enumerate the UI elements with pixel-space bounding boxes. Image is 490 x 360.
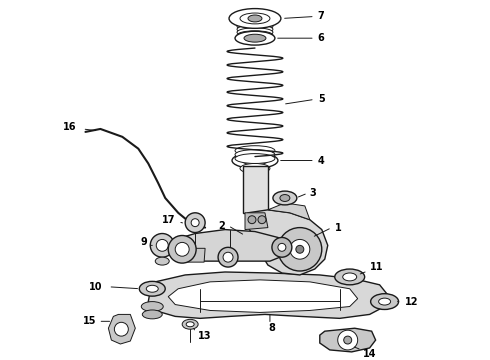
- Circle shape: [248, 216, 256, 224]
- Ellipse shape: [237, 25, 273, 34]
- Text: 1: 1: [335, 222, 342, 233]
- Ellipse shape: [235, 31, 275, 45]
- Circle shape: [338, 330, 358, 350]
- Ellipse shape: [379, 298, 391, 305]
- Ellipse shape: [229, 9, 281, 28]
- Text: 9: 9: [140, 237, 147, 247]
- Text: 17: 17: [162, 215, 176, 225]
- Ellipse shape: [142, 310, 162, 319]
- Ellipse shape: [370, 294, 398, 310]
- Ellipse shape: [237, 19, 273, 28]
- Ellipse shape: [280, 194, 290, 202]
- Polygon shape: [243, 166, 268, 213]
- Ellipse shape: [147, 285, 158, 292]
- Ellipse shape: [244, 34, 266, 42]
- Polygon shape: [320, 328, 376, 352]
- Polygon shape: [248, 210, 328, 275]
- Ellipse shape: [242, 156, 268, 165]
- Circle shape: [175, 242, 189, 256]
- Text: 8: 8: [268, 323, 275, 333]
- Text: 6: 6: [318, 33, 324, 43]
- Polygon shape: [170, 230, 290, 261]
- Circle shape: [191, 219, 199, 226]
- Text: 11: 11: [369, 262, 383, 272]
- Text: 13: 13: [198, 331, 212, 341]
- Circle shape: [278, 243, 286, 251]
- Ellipse shape: [141, 302, 163, 311]
- Text: 12: 12: [405, 297, 418, 307]
- Circle shape: [168, 235, 196, 263]
- Circle shape: [114, 322, 128, 336]
- Ellipse shape: [240, 163, 270, 173]
- Polygon shape: [108, 314, 135, 344]
- Polygon shape: [168, 280, 358, 312]
- Ellipse shape: [240, 13, 270, 24]
- Text: 10: 10: [89, 282, 102, 292]
- Text: 16: 16: [63, 122, 76, 132]
- Ellipse shape: [235, 150, 275, 159]
- Circle shape: [278, 228, 322, 271]
- Text: 2: 2: [218, 221, 225, 231]
- Ellipse shape: [237, 28, 273, 37]
- Ellipse shape: [235, 154, 275, 163]
- Ellipse shape: [335, 269, 365, 285]
- Text: 14: 14: [363, 349, 376, 359]
- Text: 7: 7: [318, 12, 324, 22]
- Circle shape: [218, 247, 238, 267]
- Circle shape: [296, 246, 304, 253]
- Ellipse shape: [273, 191, 297, 205]
- Ellipse shape: [343, 273, 357, 281]
- Ellipse shape: [248, 15, 262, 22]
- Polygon shape: [268, 203, 310, 220]
- Circle shape: [290, 239, 310, 259]
- Circle shape: [185, 213, 205, 233]
- Polygon shape: [250, 213, 260, 228]
- Ellipse shape: [232, 153, 278, 168]
- Polygon shape: [245, 213, 268, 230]
- Circle shape: [343, 336, 352, 344]
- Circle shape: [258, 216, 266, 224]
- Circle shape: [150, 234, 174, 257]
- Ellipse shape: [235, 146, 275, 156]
- Circle shape: [223, 252, 233, 262]
- Ellipse shape: [182, 319, 198, 329]
- Text: 15: 15: [82, 316, 96, 326]
- Text: 4: 4: [318, 156, 324, 166]
- Ellipse shape: [237, 31, 273, 40]
- Text: 5: 5: [318, 94, 324, 104]
- Ellipse shape: [139, 282, 165, 296]
- Polygon shape: [148, 272, 388, 318]
- Polygon shape: [185, 248, 205, 262]
- Text: 3: 3: [310, 188, 317, 198]
- Circle shape: [272, 238, 292, 257]
- Ellipse shape: [237, 22, 273, 31]
- Ellipse shape: [155, 257, 169, 265]
- Circle shape: [156, 239, 168, 251]
- Ellipse shape: [186, 322, 194, 327]
